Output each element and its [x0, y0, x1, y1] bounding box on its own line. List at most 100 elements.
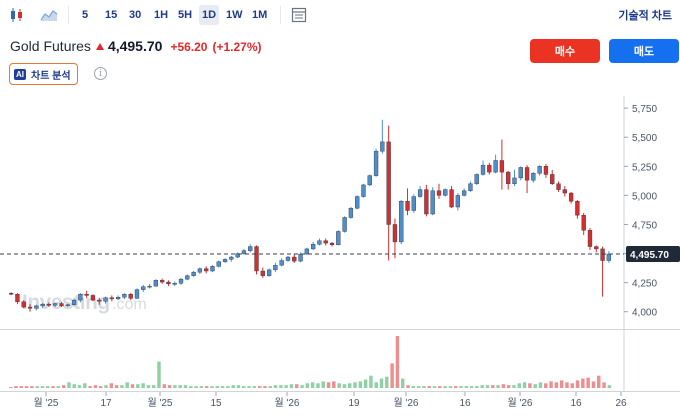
timeframe-1d[interactable]: 1D	[199, 5, 220, 25]
candle	[166, 280, 171, 287]
candle	[222, 258, 228, 263]
candle	[461, 188, 467, 197]
candle	[40, 302, 45, 309]
volume-bar	[93, 385, 98, 388]
timeframe-5h[interactable]: 5H	[178, 9, 193, 21]
volume-bar	[226, 386, 230, 388]
candle	[606, 251, 612, 263]
candle-body	[210, 266, 215, 272]
candle-body	[405, 201, 410, 211]
volume-bar	[151, 385, 156, 388]
candle-body	[185, 275, 190, 280]
volume-bar	[247, 386, 251, 388]
candle-body	[424, 189, 429, 215]
candle	[153, 279, 159, 287]
candle-body	[59, 303, 64, 307]
candle-body	[587, 230, 593, 247]
volume-bar	[326, 382, 331, 388]
volume-bar	[231, 385, 235, 388]
watermark-suffix: .com	[112, 296, 147, 313]
timeframe-1h[interactable]: 1H	[154, 9, 169, 21]
candle	[436, 183, 442, 199]
volume-bar	[157, 361, 161, 388]
candle-body	[543, 166, 549, 175]
candle	[336, 230, 341, 246]
volume-bar	[512, 385, 516, 388]
area-chart-icon[interactable]	[40, 6, 58, 24]
volume-bar	[363, 379, 368, 388]
candle-body	[241, 250, 247, 254]
candle-body	[575, 201, 580, 216]
table-view-icon[interactable]	[290, 6, 308, 24]
time-tick-label: 월 '25	[33, 397, 58, 409]
candle	[348, 207, 354, 219]
timeframe-15[interactable]: 15	[105, 9, 118, 21]
candle-body	[348, 207, 354, 218]
candle-body	[342, 217, 347, 232]
volume-bar	[549, 381, 553, 388]
candle	[373, 148, 379, 177]
candle	[109, 295, 114, 302]
volume-bar	[114, 385, 119, 388]
candle	[292, 253, 297, 263]
candle	[241, 248, 247, 255]
candle-body	[499, 160, 505, 173]
volume-bar	[289, 384, 294, 388]
price-up-arrow-icon	[95, 43, 104, 50]
candle	[159, 278, 165, 284]
time-tick-label: 26	[615, 398, 627, 409]
volume-bar	[14, 386, 18, 388]
candle	[65, 303, 70, 308]
timeframe-1m[interactable]: 1M	[252, 9, 268, 21]
volume-bar	[263, 386, 267, 388]
volume-bar	[400, 378, 405, 388]
candlestick-chart-icon[interactable]	[8, 6, 26, 24]
volume-bar	[19, 386, 23, 388]
volume-bar	[385, 376, 389, 388]
candle-body	[430, 190, 435, 215]
sell-button[interactable]: 매도	[609, 39, 679, 63]
candle	[191, 271, 196, 277]
volume-bar	[575, 380, 580, 388]
volume-bar	[279, 385, 283, 388]
candle-body	[128, 294, 133, 299]
candle	[367, 174, 372, 187]
candle	[216, 260, 221, 268]
candle-body	[222, 259, 228, 262]
price-chart[interactable]: Investing .com 4,0004,2504,5004,7505,000…	[0, 95, 680, 416]
timeframe-1w[interactable]: 1W	[226, 9, 243, 21]
volume-bar	[30, 386, 34, 388]
investing-watermark: Investing .com	[22, 291, 147, 314]
timeframe-5[interactable]: 5	[82, 9, 89, 21]
candle-body	[229, 256, 234, 260]
candle	[310, 241, 316, 251]
volume-bar	[464, 386, 469, 388]
candle	[78, 293, 83, 303]
candle	[122, 293, 127, 299]
ai-chart-analysis-button[interactable]: AI 차트 분석	[9, 63, 78, 85]
volume-bar	[379, 378, 384, 388]
candle	[506, 170, 511, 190]
candle-body	[97, 299, 102, 302]
price-tick-label: 5,250	[632, 162, 657, 173]
timeframe-30[interactable]: 30	[129, 9, 142, 21]
candle-body	[506, 171, 511, 184]
info-icon[interactable]: i	[94, 67, 107, 80]
candle	[587, 227, 593, 251]
candle-body	[285, 256, 291, 261]
volume-bar	[353, 382, 357, 388]
price-tick-label: 5,750	[632, 104, 657, 115]
volume-bar	[194, 386, 198, 388]
candle-body	[235, 253, 240, 258]
candle	[487, 162, 492, 175]
time-tick-label: 17	[100, 398, 112, 409]
candle-body	[606, 253, 612, 261]
volume-bar	[305, 383, 310, 388]
candle-body	[537, 166, 542, 174]
candle-body	[512, 177, 517, 184]
buy-button[interactable]: 매수	[530, 39, 600, 63]
advanced-chart-link[interactable]: 기술적 차트	[618, 10, 672, 22]
volume-bar	[358, 381, 363, 388]
volume-bar	[586, 377, 590, 388]
candle	[543, 163, 549, 178]
